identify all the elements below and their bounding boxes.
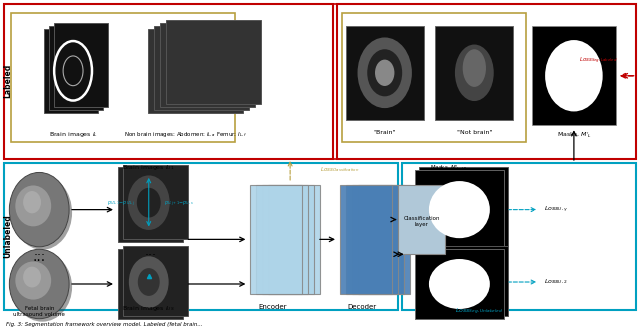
Ellipse shape <box>178 51 207 86</box>
Bar <box>340 185 392 294</box>
Bar <box>256 185 308 294</box>
Bar <box>262 185 314 294</box>
Ellipse shape <box>165 39 220 99</box>
Text: Encoder: Encoder <box>258 304 287 310</box>
Text: Brain images $I_L$: Brain images $I_L$ <box>49 130 98 139</box>
Bar <box>148 29 243 113</box>
Bar <box>44 29 99 113</box>
Bar <box>402 163 636 310</box>
Bar <box>124 246 188 316</box>
Text: ...: ... <box>33 245 45 258</box>
Text: $Loss_{Seg,Labeled}$: $Loss_{Seg,Labeled}$ <box>579 56 618 66</box>
Text: Brain images $I_{U1}$: Brain images $I_{U1}$ <box>122 163 175 172</box>
Ellipse shape <box>12 252 72 322</box>
Text: Unlabeled: Unlabeled <box>3 214 12 258</box>
Bar <box>435 26 513 120</box>
Ellipse shape <box>10 172 69 247</box>
Text: ...: ... <box>145 245 157 258</box>
Bar <box>415 170 504 249</box>
Text: "Brain": "Brain" <box>374 130 396 135</box>
Bar <box>54 23 108 107</box>
Bar <box>124 165 188 239</box>
Bar <box>4 163 397 310</box>
Text: "Not brain": "Not brain" <box>456 130 492 135</box>
Bar <box>419 246 508 316</box>
Bar <box>346 185 397 294</box>
Ellipse shape <box>129 256 169 308</box>
Text: ...: ... <box>33 250 46 264</box>
Bar <box>154 26 249 110</box>
Bar <box>160 23 255 107</box>
Bar <box>415 249 504 319</box>
Text: Brain images $I_{US}$: Brain images $I_{US}$ <box>122 304 175 313</box>
Ellipse shape <box>545 40 603 112</box>
Text: Fetal brain
ultrasound volume: Fetal brain ultrasound volume <box>13 306 65 317</box>
Ellipse shape <box>23 267 41 287</box>
Ellipse shape <box>12 175 72 250</box>
Bar <box>532 26 616 125</box>
Ellipse shape <box>15 261 51 300</box>
Ellipse shape <box>23 191 41 213</box>
Ellipse shape <box>367 49 402 96</box>
Text: $Loss_{Seg,Unlabeled}$: $Loss_{Seg,Unlabeled}$ <box>455 307 504 317</box>
Text: Decoder: Decoder <box>348 304 376 310</box>
Ellipse shape <box>358 37 412 108</box>
Text: $Loss_{U,2}$: $Loss_{U,2}$ <box>544 278 568 286</box>
Ellipse shape <box>429 181 490 238</box>
Text: Masks, $M'_L$: Masks, $M'_L$ <box>557 130 591 140</box>
Bar <box>358 185 410 294</box>
Ellipse shape <box>137 188 161 217</box>
Bar <box>166 20 260 104</box>
Bar <box>415 249 504 319</box>
Text: Labeled: Labeled <box>3 64 12 98</box>
Ellipse shape <box>10 249 69 319</box>
Text: $Loss_{U,\gamma}$: $Loss_{U,\gamma}$ <box>544 205 568 215</box>
Text: Masks, $M'_{L,U1}$: Masks, $M'_{L,U1}$ <box>431 164 468 172</box>
Ellipse shape <box>429 259 490 309</box>
Bar <box>12 13 236 142</box>
Ellipse shape <box>138 268 160 296</box>
Bar <box>4 4 333 159</box>
Bar <box>268 185 320 294</box>
Bar <box>419 167 508 246</box>
Bar <box>337 4 636 159</box>
Text: Classification
layer: Classification layer <box>403 216 440 227</box>
Bar <box>4 4 636 159</box>
Text: $p_{U,j+1}$$-$$p_{U,s}$: $p_{U,j+1}$$-$$p_{U,s}$ <box>164 200 193 209</box>
Ellipse shape <box>455 45 493 101</box>
Text: Non brain images: Abdomen: $I_{L,a}$ Femur: $I_{L,f}$: Non brain images: Abdomen: $I_{L,a}$ Fem… <box>124 130 247 139</box>
Bar <box>352 185 404 294</box>
Ellipse shape <box>375 60 394 86</box>
Bar <box>118 167 183 242</box>
Text: $p_{U1,1}$$-$$p_{U1,j}$: $p_{U1,1}$$-$$p_{U1,j}$ <box>107 200 135 209</box>
Bar <box>250 185 302 294</box>
Bar <box>346 26 424 120</box>
Bar <box>49 26 104 110</box>
Ellipse shape <box>463 49 486 87</box>
Ellipse shape <box>128 175 170 230</box>
Text: Masks, $M'_{U3}$: Masks, $M'_{U3}$ <box>433 307 467 316</box>
Ellipse shape <box>15 185 51 226</box>
Bar <box>342 13 526 142</box>
Bar <box>397 185 445 254</box>
Bar <box>118 249 183 319</box>
Text: $Loss_{Classification}$: $Loss_{Classification}$ <box>320 166 360 174</box>
Text: Fig. 3: Segmentation framework overview model. Labeled (fetal brain...: Fig. 3: Segmentation framework overview … <box>6 322 203 327</box>
Bar <box>415 170 504 249</box>
